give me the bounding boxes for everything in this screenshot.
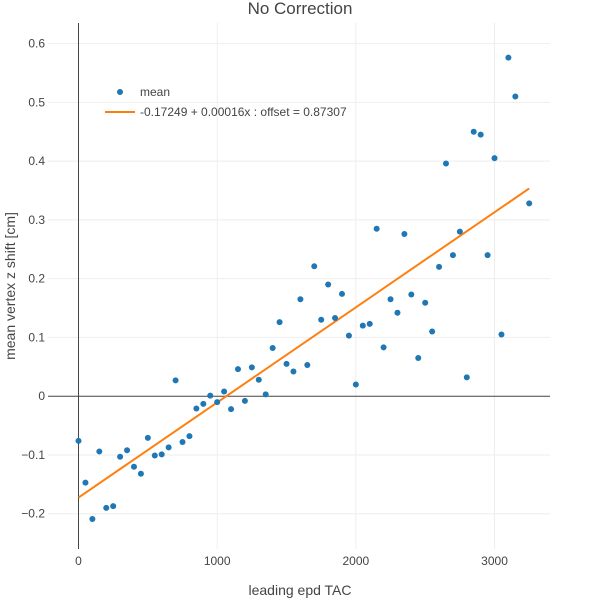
x-tick-label: 1000: [204, 554, 231, 568]
fit-line: [77, 187, 530, 499]
data-point: [512, 93, 519, 100]
data-point: [200, 400, 207, 407]
data-point: [477, 131, 484, 138]
data-point: [269, 345, 276, 352]
data-point: [193, 405, 200, 412]
data-point: [75, 437, 82, 444]
data-point: [345, 332, 352, 339]
data-point: [311, 263, 318, 270]
data-point: [352, 381, 359, 388]
data-point: [221, 388, 228, 395]
data-point: [491, 155, 498, 162]
data-point: [415, 354, 422, 361]
y-tick-label: 0.4: [28, 154, 45, 168]
data-point: [304, 362, 311, 369]
zero-lines: [48, 23, 550, 549]
y-tick-label: 0: [38, 389, 45, 403]
data-point: [505, 54, 512, 61]
legend-marker-mean: [117, 89, 123, 95]
data-point: [498, 331, 505, 338]
tick-labels: 0 1000 2000 3000 −0.2 −0.1 0 0.1 0.2 0.3 0.4 0.5 0.6: [21, 37, 508, 568]
legend: mean -0.17249 + 0.00016x : offset = 0.87…: [105, 85, 347, 119]
data-point: [124, 447, 131, 454]
data-point: [373, 225, 380, 232]
data-point: [179, 439, 186, 446]
data-point: [89, 516, 96, 523]
data-point: [318, 316, 325, 323]
data-point: [172, 377, 179, 384]
data-point: [276, 319, 283, 326]
data-point: [470, 128, 477, 135]
data-point: [248, 364, 255, 371]
grid-layer: [48, 23, 550, 549]
data-point: [214, 399, 221, 406]
data-point: [463, 374, 470, 381]
y-tick-label: −0.1: [21, 448, 45, 462]
scatter-points: [75, 54, 533, 523]
data-point: [283, 360, 290, 367]
data-point: [442, 160, 449, 167]
data-point: [429, 328, 436, 335]
data-point: [325, 281, 332, 288]
x-tick-label: 3000: [481, 554, 508, 568]
data-point: [234, 366, 241, 373]
data-point: [290, 368, 297, 375]
data-point: [387, 296, 394, 303]
y-axis-title: mean vertex z shift [cm]: [2, 212, 18, 360]
data-point: [144, 434, 151, 441]
data-point: [408, 291, 415, 298]
data-point: [96, 448, 103, 455]
y-tick-label: 0.5: [28, 95, 45, 109]
data-point: [526, 200, 533, 207]
y-tick-label: 0.3: [28, 213, 45, 227]
data-point: [359, 322, 366, 329]
data-point: [456, 228, 463, 235]
data-point: [262, 391, 269, 398]
data-point: [130, 463, 137, 470]
chart-title: No Correction: [248, 0, 353, 18]
data-point: [165, 444, 172, 451]
data-point: [117, 453, 124, 460]
data-point: [207, 392, 214, 399]
data-point: [255, 376, 262, 383]
data-point: [436, 263, 443, 270]
data-point: [158, 451, 165, 458]
data-point: [449, 252, 456, 259]
data-point: [82, 479, 89, 486]
data-point: [103, 504, 110, 511]
legend-label-mean: mean: [140, 85, 170, 99]
data-point: [110, 503, 117, 510]
data-point: [484, 252, 491, 259]
y-tick-label: 0.1: [28, 330, 45, 344]
data-point: [366, 320, 373, 327]
data-point: [401, 230, 408, 237]
data-point: [380, 344, 387, 351]
y-tick-label: 0.2: [28, 272, 45, 286]
data-point: [422, 299, 429, 306]
data-point: [338, 290, 345, 297]
x-tick-label: 2000: [343, 554, 370, 568]
data-point: [241, 397, 248, 404]
data-point: [297, 296, 304, 303]
x-axis-title: leading epd TAC: [249, 582, 352, 598]
y-tick-label: −0.2: [21, 507, 45, 521]
x-tick-label: 0: [75, 554, 82, 568]
fit-line-layer: [77, 187, 530, 499]
data-point: [228, 406, 235, 413]
data-point: [332, 315, 339, 322]
data-point: [186, 433, 193, 440]
legend-label-fit: -0.17249 + 0.00016x : offset = 0.87307: [140, 105, 347, 119]
y-tick-label: 0.6: [28, 37, 45, 51]
data-point: [137, 470, 144, 477]
data-point: [394, 309, 401, 316]
data-point: [151, 452, 158, 459]
